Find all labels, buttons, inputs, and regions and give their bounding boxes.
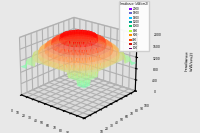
Legend: 2000, 1800, 1600, 1200, 1000, 800, 600, 400, 200, 100: 2000, 1800, 1600, 1200, 1000, 800, 600, …	[119, 1, 149, 51]
